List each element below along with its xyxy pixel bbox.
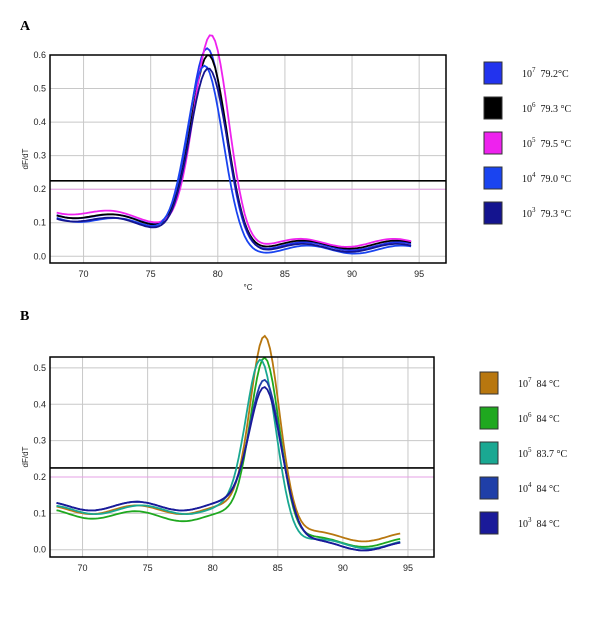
legend-swatch — [479, 371, 499, 395]
x-tick-label: 70 — [78, 563, 88, 573]
series-line-4 — [56, 386, 401, 552]
y-tick-label: 0.2 — [33, 472, 46, 482]
panel-label: A — [20, 19, 31, 34]
legend-swatch — [483, 61, 503, 85]
y-tick-label: 0.2 — [33, 184, 46, 194]
legend-swatch — [479, 476, 499, 500]
legend-label: 103 84 °C — [518, 516, 560, 530]
legend-swatch — [483, 131, 503, 155]
legend-label: 106 84 °C — [518, 411, 560, 425]
legend-swatch — [479, 511, 499, 535]
series-line-3 — [56, 378, 401, 552]
x-tick-label: 80 — [208, 563, 218, 573]
legend-label: 107 79.2°C — [522, 66, 569, 80]
y-tick-label: 0.5 — [33, 84, 46, 94]
x-tick-label: 90 — [338, 563, 348, 573]
y-tick-label: 0.0 — [33, 545, 46, 555]
plot-frame — [49, 356, 435, 558]
y-tick-label: 0.1 — [33, 508, 46, 518]
panel-label: B — [20, 309, 29, 324]
y-axis-label: dF/dT — [21, 148, 30, 169]
y-tick-label: 0.5 — [33, 363, 46, 373]
y-tick-label: 0.4 — [33, 399, 46, 409]
y-tick-label: 0.0 — [33, 251, 46, 261]
legend-label: 105 83.7 °C — [518, 446, 567, 460]
plot-frame — [49, 54, 447, 264]
legend-label: 104 79.0 °C — [522, 171, 571, 185]
x-tick-label: 90 — [347, 269, 357, 279]
x-tick-label: 95 — [414, 269, 424, 279]
series-line-2 — [56, 34, 412, 248]
legend-swatch — [479, 441, 499, 465]
x-tick-label: 75 — [146, 269, 156, 279]
x-tick-label: 85 — [280, 269, 290, 279]
x-tick-label: 95 — [403, 563, 413, 573]
series-line-1 — [56, 356, 401, 548]
panel-b: B 0.0 0.1 0.2 0.3 0.4 0.5 70 75 80 85 90 95 dF/dT 107 8… — [20, 309, 567, 573]
x-tick-label: 75 — [143, 563, 153, 573]
legend-label: 103 79.3 °C — [522, 206, 571, 220]
y-axis-label: dF/dT — [21, 446, 30, 467]
legend-label: 107 84 °C — [518, 376, 560, 390]
y-tick-label: 0.6 — [33, 50, 46, 60]
legend-swatch — [483, 96, 503, 120]
legend-label: 105 79.5 °C — [522, 136, 571, 150]
y-tick-label: 0.4 — [33, 117, 46, 127]
legend-swatch — [483, 166, 503, 190]
panel-a: A 0.0 0.1 0.2 0.3 0.4 0.5 0.6 70 75 80 85 90 95 dF/dT °… — [20, 19, 571, 292]
series-line-4 — [56, 67, 412, 253]
legend-label: 104 84 °C — [518, 481, 560, 495]
y-tick-label: 0.3 — [33, 436, 46, 446]
series-line-2 — [56, 358, 401, 550]
x-tick-label: 85 — [273, 563, 283, 573]
series-line-0 — [56, 47, 412, 252]
legend-swatch — [483, 201, 503, 225]
series-line-0 — [56, 334, 401, 543]
legend-swatch — [479, 406, 499, 430]
legend-label: 106 79.3 °C — [522, 101, 571, 115]
y-tick-label: 0.3 — [33, 151, 46, 161]
y-tick-label: 0.1 — [33, 218, 46, 228]
x-tick-label: 70 — [79, 269, 89, 279]
x-tick-label: 80 — [213, 269, 223, 279]
x-axis-label: °C — [244, 283, 253, 292]
